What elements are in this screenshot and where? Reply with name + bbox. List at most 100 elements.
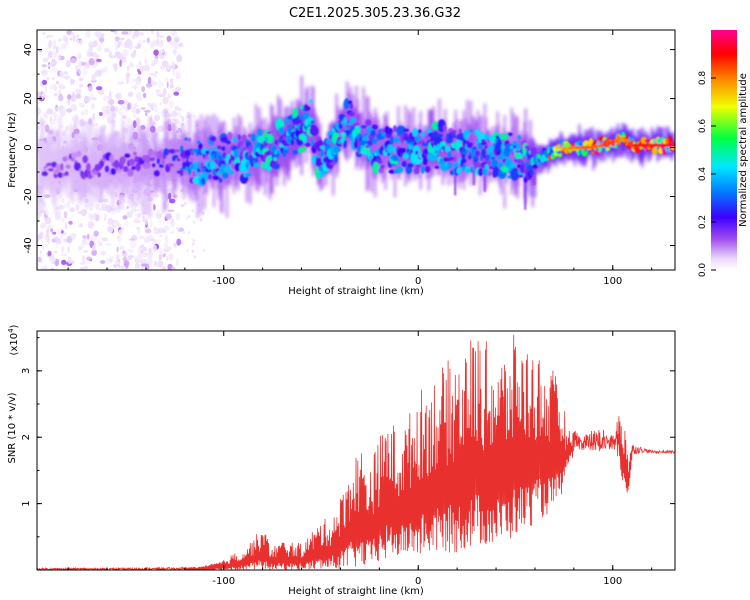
- noise-speckle: [170, 83, 174, 89]
- noise-speckle: [50, 116, 52, 122]
- spectrogram-band-column: [133, 145, 136, 184]
- noise-speckle: [78, 102, 84, 108]
- noise-speckle: [154, 114, 161, 122]
- noise-speckle: [61, 229, 64, 234]
- spectrogram-band-column: [47, 135, 50, 189]
- noise-speckle: [40, 267, 45, 270]
- spectral-peak: [276, 150, 280, 159]
- spectrogram-band-column: [49, 126, 52, 194]
- spectrogram-band-column: [58, 130, 60, 194]
- noise-speckle: [171, 41, 178, 48]
- noise-speckle: [60, 231, 64, 240]
- noise-speckle: [133, 78, 136, 83]
- noise-speckle: [121, 115, 127, 119]
- spectrogram-band-column: [479, 117, 482, 196]
- spectral-peak: [421, 143, 428, 147]
- spectrogram-band-column: [397, 106, 400, 178]
- noise-speckle: [88, 213, 91, 220]
- noise-speckle: [156, 31, 160, 38]
- noise-speckle: [42, 58, 49, 63]
- noise-speckle: [142, 40, 146, 43]
- spectral-peak: [71, 152, 78, 159]
- spectrogram-band-column: [173, 123, 176, 202]
- noise-speckle: [97, 89, 105, 95]
- noise-speckle: [123, 260, 130, 267]
- spectral-streak: [472, 155, 476, 186]
- noise-speckle: [153, 58, 159, 64]
- noise-speckle: [192, 240, 196, 243]
- noise-speckle: [123, 41, 129, 49]
- noise-speckle: [100, 115, 107, 119]
- spectral-peak: [419, 139, 424, 144]
- spectrogram-band-column: [523, 121, 526, 198]
- spectrogram-band-column: [147, 142, 150, 196]
- spectrogram-band-column: [44, 139, 46, 191]
- noise-speckle: [202, 248, 205, 252]
- spectral-peak: [480, 141, 487, 146]
- noise-speckle: [137, 228, 141, 235]
- noise-speckle: [37, 125, 41, 130]
- spectral-peak: [93, 170, 100, 175]
- spectral-peak: [474, 150, 480, 157]
- noise-speckle: [127, 103, 131, 110]
- noise-speckle: [147, 102, 151, 107]
- spectrogram-band-column: [84, 137, 87, 195]
- spectral-peak: [656, 137, 663, 145]
- spectral-peak: [76, 150, 82, 157]
- spectrogram-band-column: [81, 135, 84, 193]
- figure-title: C2E1.2025.305.23.36.G32: [288, 6, 462, 21]
- spectral-peak: [278, 127, 284, 135]
- noise-speckle: [105, 107, 111, 115]
- noise-speckle: [174, 86, 181, 92]
- noise-speckle: [155, 212, 162, 220]
- noise-speckle: [108, 98, 115, 105]
- noise-speckle: [158, 233, 163, 238]
- noise-speckle: [113, 220, 120, 227]
- noise-speckle: [172, 89, 175, 93]
- noise-speckle: [162, 88, 167, 96]
- noise-speckle: [150, 238, 157, 242]
- noise-speckle: [170, 79, 174, 86]
- noise-speckle: [137, 246, 143, 254]
- spectral-peak: [484, 164, 489, 170]
- spectral-peak: [300, 105, 303, 110]
- noise-speckle: [80, 267, 83, 270]
- spectral-peak: [444, 145, 451, 152]
- spectral-peak: [371, 124, 379, 130]
- spectral-peak: [176, 158, 181, 162]
- y-tick-label: 2: [21, 434, 32, 440]
- spectral-peak: [184, 137, 189, 141]
- spectrogram-band-column: [83, 132, 86, 198]
- spectrogram-band-column: [45, 144, 47, 181]
- noise-speckle: [58, 83, 64, 90]
- noise-speckle: [78, 77, 84, 82]
- spectrogram-band-column: [422, 132, 424, 171]
- noise-speckle: [94, 31, 102, 38]
- noise-speckle: [46, 77, 50, 80]
- spectral-peak: [156, 157, 160, 165]
- spectrogram-band-column: [266, 131, 269, 164]
- noise-speckle: [114, 36, 120, 42]
- spectral-peak: [492, 166, 500, 178]
- noise-speckle: [44, 216, 52, 225]
- noise-speckle: [115, 105, 119, 114]
- spectral-peak: [163, 148, 169, 156]
- noise-speckle: [163, 243, 169, 249]
- noise-speckle: [39, 249, 42, 255]
- noise-speckle: [149, 258, 153, 267]
- noise-speckle: [56, 210, 61, 218]
- spectral-peak: [233, 148, 239, 158]
- spectral-peak: [481, 148, 486, 157]
- noise-speckle: [107, 117, 110, 124]
- noise-speckle: [66, 30, 72, 36]
- spectral-peak: [370, 130, 376, 137]
- noise-speckle: [70, 32, 75, 36]
- noise-speckle: [37, 262, 40, 269]
- spectral-peak: [97, 172, 101, 178]
- noise-speckle: [115, 253, 120, 261]
- noise-speckle: [110, 55, 116, 59]
- noise-speckle: [105, 243, 113, 247]
- spectral-peak: [499, 133, 509, 140]
- noise-speckle: [119, 37, 125, 41]
- noise-speckle: [180, 204, 183, 208]
